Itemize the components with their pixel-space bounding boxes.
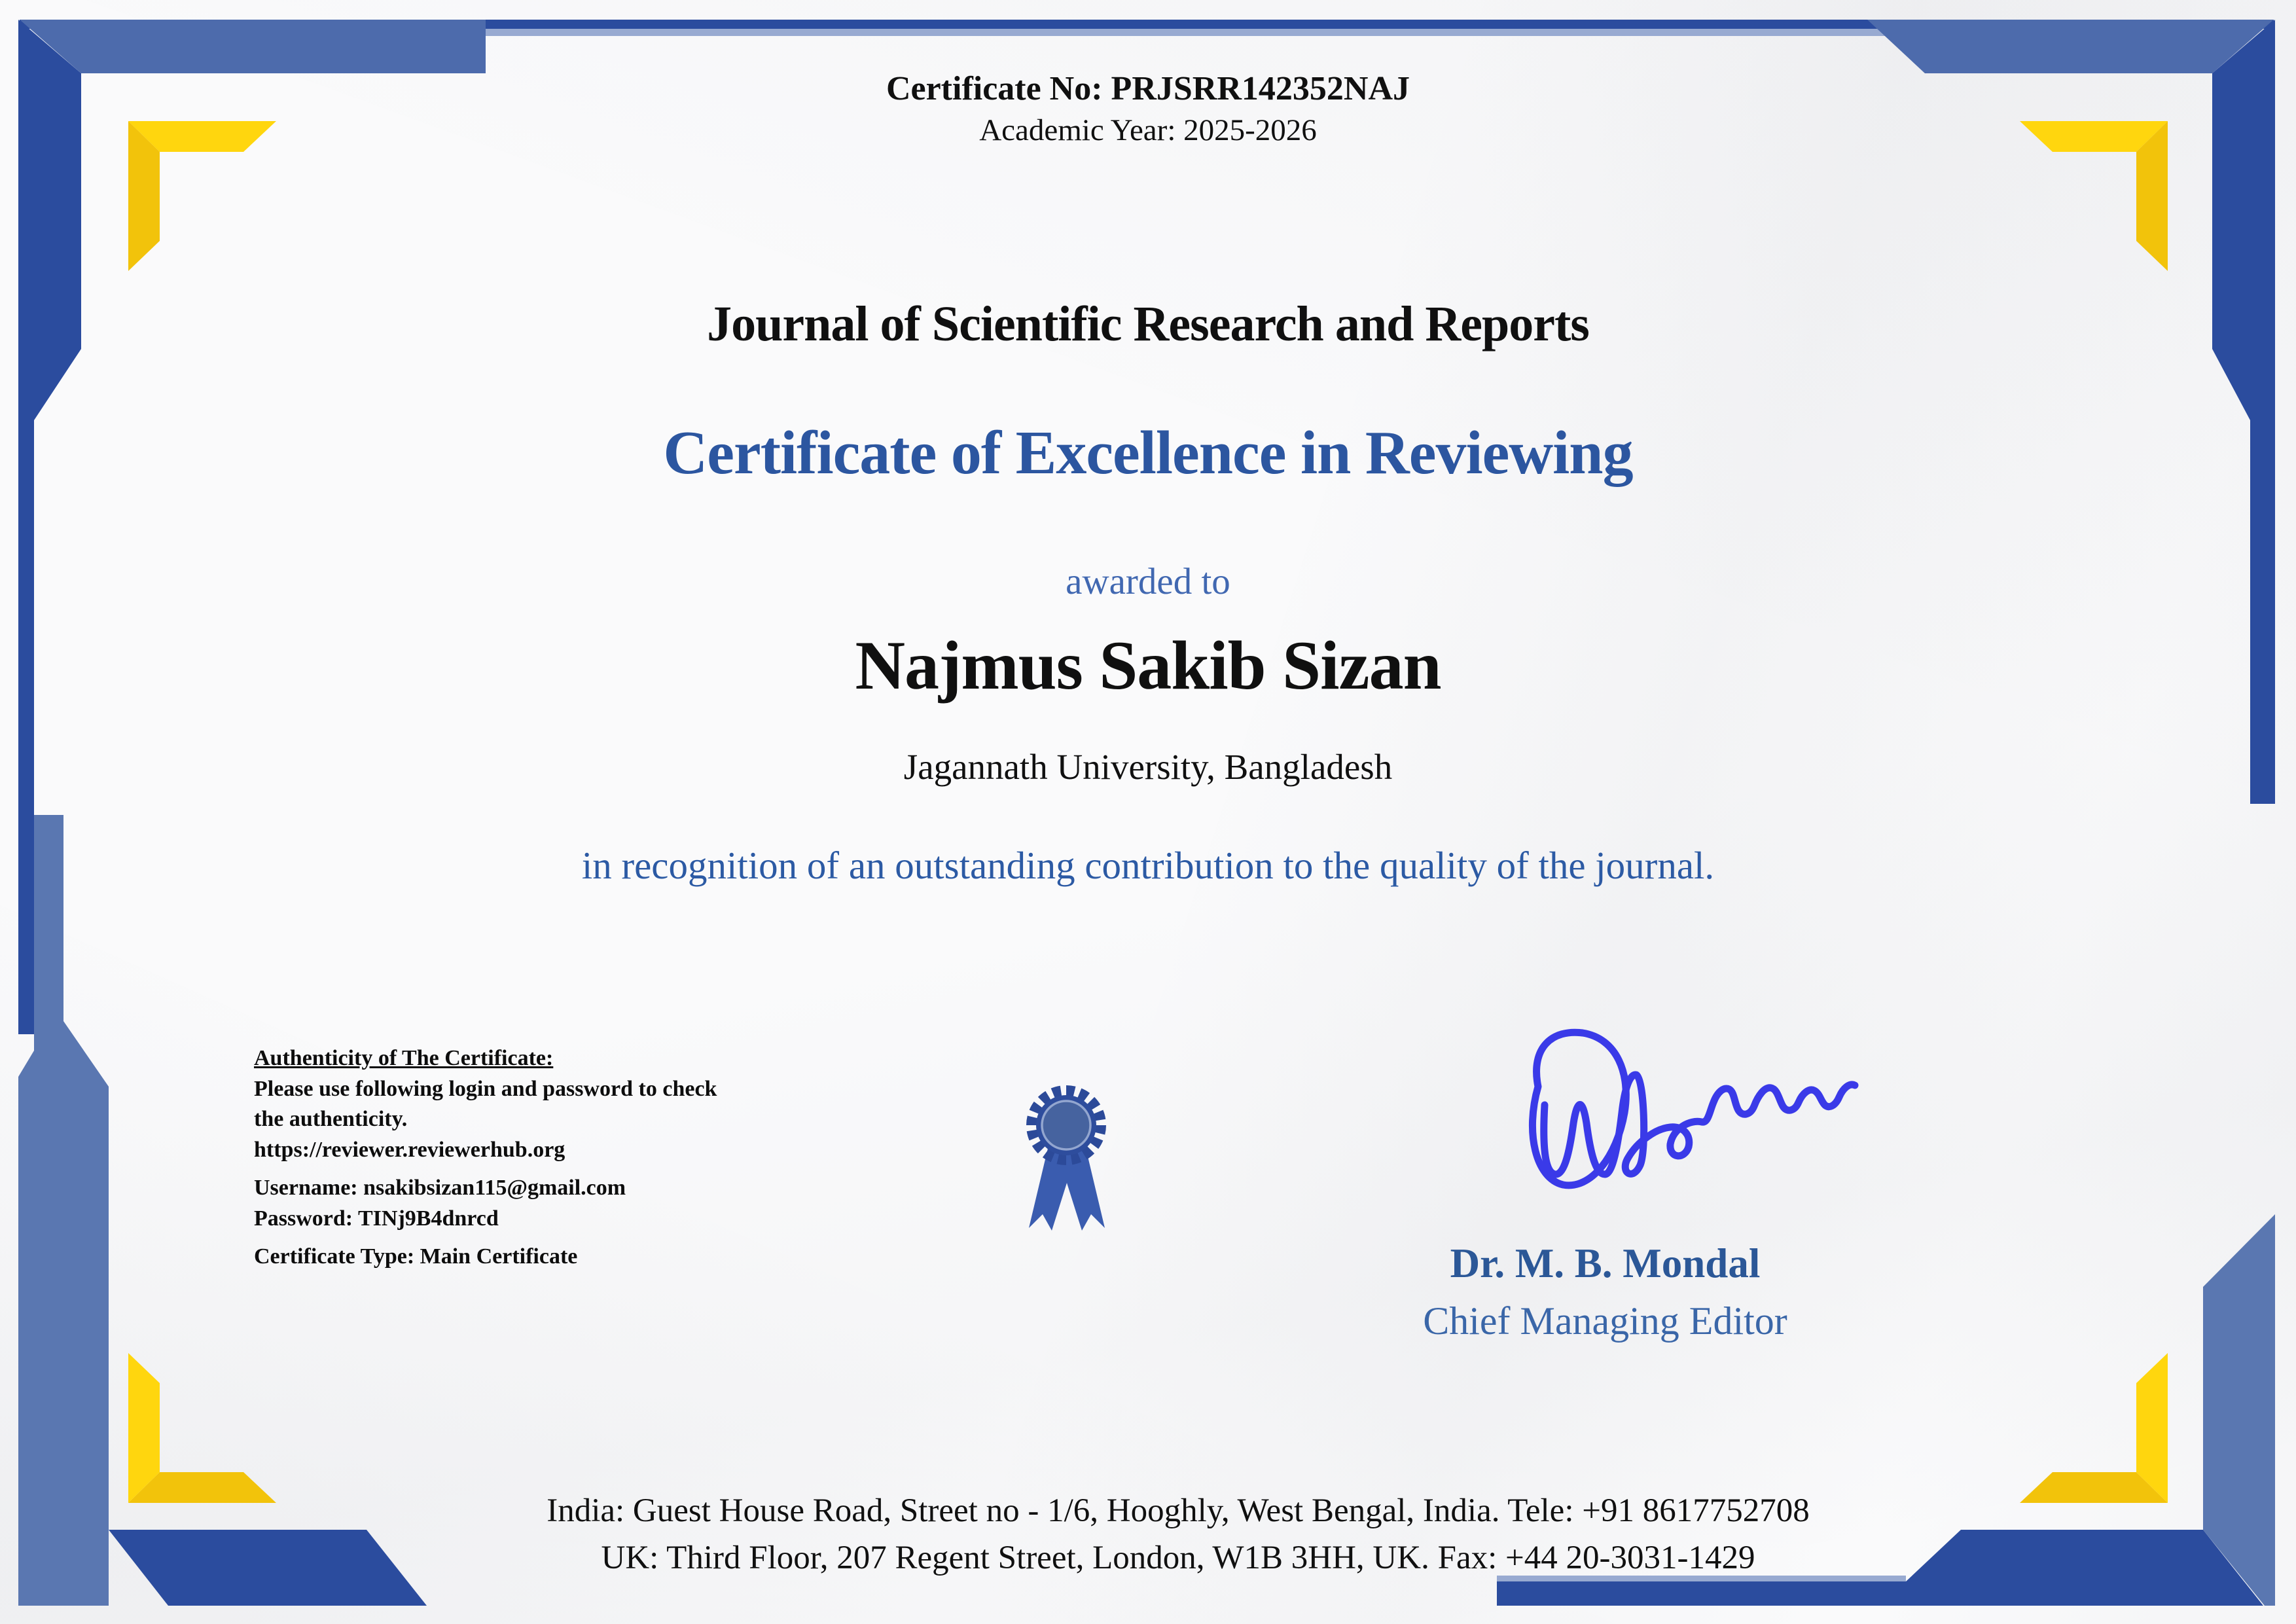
authenticity-username: Username: nsakibsizan115@gmail.com: [254, 1176, 626, 1200]
frame-bottom-strip-highlight: [1497, 1576, 1906, 1581]
signature-scribble: [1528, 1028, 1859, 1189]
authenticity-block: Authenticity of The Certificate: Please …: [254, 1043, 717, 1272]
frame-top-strip-highlight: [486, 29, 1921, 36]
signatory-role: Chief Managing Editor: [1423, 1299, 1787, 1343]
authenticity-instruction-line1: Please use following login and password …: [254, 1076, 717, 1101]
footer-india-address: India: Guest House Road, Street no - 1/6…: [547, 1492, 1810, 1529]
footer-uk-address: UK: Third Floor, 207 Regent Street, Lond…: [601, 1540, 1755, 1576]
certificate-title: Certificate of Excellence in Reviewing: [663, 419, 1633, 487]
frame-corner-top-right-light: [1867, 20, 2274, 73]
frame-corner-bottom-right-light: [2203, 1214, 2275, 1606]
recipient-affiliation: Jagannath University, Bangladesh: [903, 747, 1393, 787]
frame-corner-top-left-light: [20, 20, 486, 73]
gold-bracket-bottom-right-icon: [2020, 1353, 2168, 1503]
gold-bracket-bottom-left-icon: [128, 1353, 276, 1503]
gold-bracket-top-left-icon: [128, 121, 276, 271]
journal-name: Journal of Scientific Research and Repor…: [707, 297, 1590, 352]
frame-corner-bottom-right-dark: [1497, 1530, 2263, 1606]
recipient-name: Najmus Sakib Sizan: [855, 627, 1441, 704]
academic-year: Academic Year: 2025-2026: [979, 113, 1317, 147]
frame-corner-bottom-left-light: [18, 815, 109, 1606]
signatory-block: Dr. M. B. Mondal Chief Managing Editor: [1394, 1237, 1816, 1352]
recognition-text: in recognition of an outstanding contrib…: [581, 844, 1715, 887]
authenticity-heading: Authenticity of The Certificate:: [254, 1046, 554, 1070]
frame-top-strip: [20, 20, 2274, 29]
awarded-to-label: awarded to: [1066, 561, 1230, 602]
frame-corner-bottom-left-dark: [109, 1530, 427, 1606]
certificate-type: Certificate Type: Main Certificate: [254, 1244, 578, 1269]
signatory-name: Dr. M. B. Mondal: [1450, 1240, 1761, 1286]
footer-addresses: India: Guest House Road, Street no - 1/6…: [60, 1487, 2296, 1581]
authenticity-instruction-line2: the authenticity.: [254, 1107, 408, 1131]
gold-bracket-top-right-icon: [2020, 121, 2168, 271]
frame-corner-top-right-dark: [2212, 20, 2275, 804]
certificate-number: Certificate No: PRJSRR142352NAJ: [886, 70, 1410, 107]
frame-corner-top-left-dark: [18, 20, 81, 1034]
authenticity-url: https://reviewer.reviewerhub.org: [254, 1137, 565, 1162]
authenticity-password: Password: TINj9B4dnrcd: [254, 1206, 499, 1231]
award-ribbon-icon: [1026, 1085, 1106, 1231]
